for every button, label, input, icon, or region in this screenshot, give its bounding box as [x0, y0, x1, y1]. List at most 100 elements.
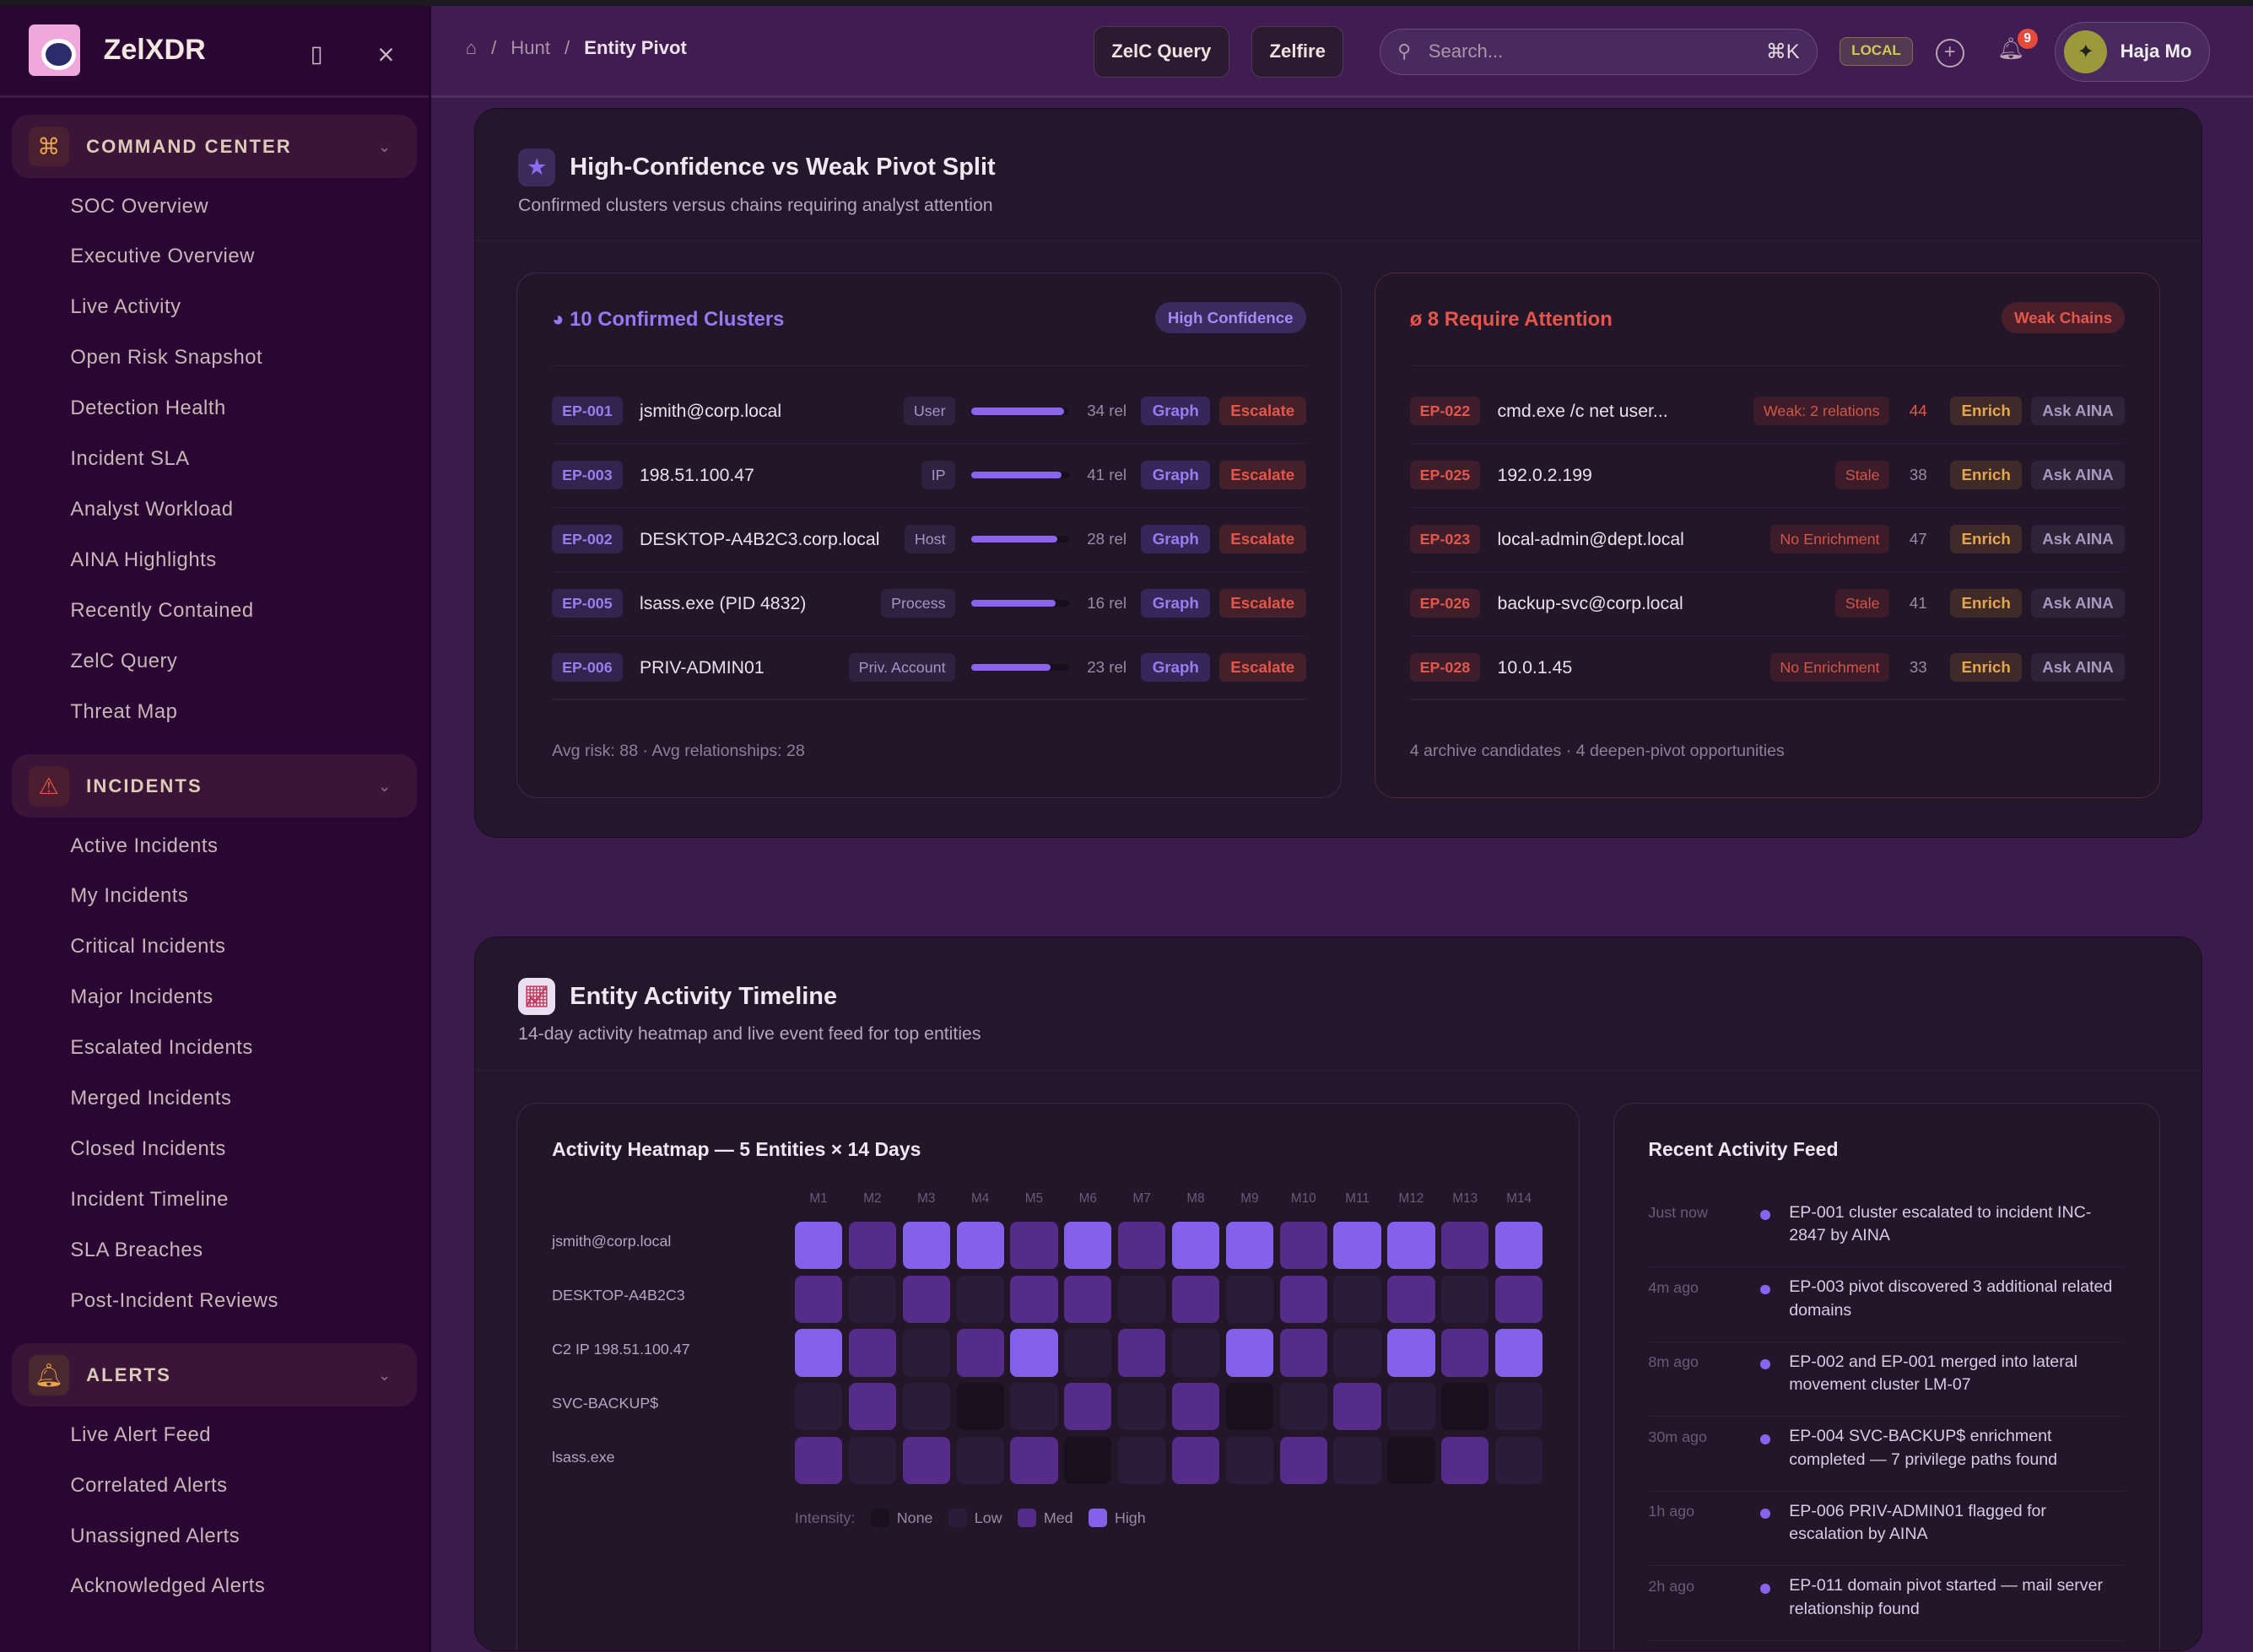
heatmap-cell[interactable] [848, 1329, 896, 1377]
ask-aina-button[interactable]: Ask AINA [2030, 397, 2126, 426]
heatmap-cell[interactable] [794, 1329, 843, 1377]
ask-aina-button[interactable]: Ask AINA [2030, 525, 2126, 554]
crumb-hunt[interactable]: Hunt [511, 37, 550, 59]
graph-button[interactable]: Graph [1141, 653, 1211, 683]
heatmap-cell[interactable] [1279, 1275, 1327, 1323]
heatmap-cell[interactable] [1495, 1221, 1543, 1269]
heatmap-cell[interactable] [1441, 1221, 1489, 1269]
heatmap-cell[interactable] [956, 1221, 1004, 1269]
heatmap-cell[interactable] [1118, 1383, 1166, 1431]
heatmap-cell[interactable] [1279, 1383, 1327, 1431]
heatmap-cell[interactable] [1064, 1221, 1112, 1269]
escalate-button[interactable]: Escalate [1218, 653, 1306, 683]
user-menu[interactable]: ✦ Haja Mo [2054, 21, 2210, 83]
feed-item[interactable]: 8m ago EP-002 and EP-001 merged into late… [1648, 1342, 2126, 1417]
heatmap-cell[interactable] [794, 1275, 843, 1323]
zelfire-button[interactable]: Zelfire [1251, 25, 1344, 78]
heatmap-cell[interactable] [1441, 1383, 1489, 1431]
zelc-query-button[interactable]: ZelC Query [1093, 25, 1229, 78]
sidebar-item[interactable]: Acknowledged Alerts [70, 1574, 266, 1598]
entity-id[interactable]: EP-028 [1409, 653, 1481, 683]
escalate-button[interactable]: Escalate [1218, 525, 1306, 554]
heatmap-cell[interactable] [1064, 1329, 1112, 1377]
home-icon[interactable]: ⌂ [465, 37, 478, 59]
sidebar-item[interactable]: AINA Highlights [70, 548, 217, 572]
heatmap-cell[interactable] [794, 1221, 843, 1269]
heatmap-cell[interactable] [956, 1437, 1004, 1485]
heatmap-cell[interactable] [1118, 1221, 1166, 1269]
sidebar-item[interactable]: SOC Overview [70, 194, 209, 218]
add-icon[interactable]: + [1935, 38, 1964, 67]
heatmap-cell[interactable] [1279, 1437, 1327, 1485]
heatmap-cell[interactable] [1495, 1275, 1543, 1323]
entity-id[interactable]: EP-023 [1409, 525, 1481, 554]
sidebar-item[interactable]: Post-Incident Reviews [70, 1288, 278, 1312]
sidebar-item[interactable]: Recently Contained [70, 599, 254, 622]
graph-button[interactable]: Graph [1141, 525, 1211, 554]
heatmap-cell[interactable] [1387, 1329, 1435, 1377]
entity-id[interactable]: EP-026 [1409, 589, 1481, 618]
sidebar-item[interactable]: Incident Timeline [70, 1188, 229, 1212]
enrich-button[interactable]: Enrich [1949, 653, 2023, 683]
heatmap-cell[interactable] [1171, 1221, 1220, 1269]
heatmap-cell[interactable] [1333, 1329, 1381, 1377]
entity-id[interactable]: EP-005 [552, 589, 623, 618]
sidebar-item[interactable]: Threat Map [70, 699, 178, 723]
sidebar-item[interactable]: Incident SLA [70, 447, 190, 471]
sidebar-item[interactable]: My Incidents [70, 884, 189, 908]
heatmap-cell[interactable] [1333, 1221, 1381, 1269]
heatmap-cell[interactable] [1333, 1383, 1381, 1431]
heatmap-cell[interactable] [902, 1275, 950, 1323]
feed-item[interactable]: 1h ago EP-006 PRIV-ADMIN01 flagged for es… [1648, 1492, 2126, 1567]
heatmap-cell[interactable] [902, 1437, 950, 1485]
sidebar-item[interactable]: Major Incidents [70, 985, 213, 1009]
heatmap-cell[interactable] [1171, 1329, 1220, 1377]
sidebar-item[interactable]: Closed Incidents [70, 1137, 226, 1161]
heatmap-cell[interactable] [1279, 1329, 1327, 1377]
heatmap-cell[interactable] [1171, 1383, 1220, 1431]
feed-item[interactable]: 30m ago EP-004 SVC-BACKUP$ enrichment com… [1648, 1417, 2126, 1492]
collapse-icon[interactable]: ⨯ [376, 40, 396, 67]
heatmap-cell[interactable] [956, 1329, 1004, 1377]
enrich-button[interactable]: Enrich [1949, 589, 2023, 618]
heatmap-cell[interactable] [848, 1437, 896, 1485]
escalate-button[interactable]: Escalate [1218, 589, 1306, 618]
heatmap-cell[interactable] [1333, 1437, 1381, 1485]
graph-button[interactable]: Graph [1141, 589, 1211, 618]
entity-id[interactable]: EP-002 [552, 525, 623, 554]
sidebar-group-command-center[interactable]: ⌘ COMMAND CENTER ⌄ [11, 115, 418, 179]
sidebar-item[interactable]: Live Activity [70, 295, 181, 319]
heatmap-cell[interactable] [1010, 1275, 1058, 1323]
sidebar-item[interactable]: Analyst Workload [70, 498, 234, 521]
heatmap-cell[interactable] [794, 1383, 843, 1431]
sidebar-group-alerts[interactable]: 🔔︎ ALERTS ⌄ [11, 1343, 418, 1407]
entity-id[interactable]: EP-001 [552, 397, 623, 426]
search-input[interactable]: ⚲ Search... ⌘K [1379, 29, 1818, 75]
heatmap-cell[interactable] [1010, 1221, 1058, 1269]
graph-button[interactable]: Graph [1141, 461, 1211, 490]
ask-aina-button[interactable]: Ask AINA [2030, 653, 2126, 683]
sidebar-item[interactable]: Executive Overview [70, 245, 255, 268]
sidebar-item[interactable]: Correlated Alerts [70, 1473, 228, 1497]
heatmap-cell[interactable] [1010, 1383, 1058, 1431]
sidebar-item[interactable]: ZelC Query [70, 649, 178, 672]
feed-item[interactable]: 4m ago EP-003 pivot discovered 3 addition… [1648, 1267, 2126, 1342]
heatmap-cell[interactable] [1118, 1275, 1166, 1323]
enrich-button[interactable]: Enrich [1949, 525, 2023, 554]
heatmap-cell[interactable] [1225, 1275, 1273, 1323]
heatmap-cell[interactable] [1387, 1221, 1435, 1269]
heatmap-cell[interactable] [1387, 1275, 1435, 1323]
sidebar-item[interactable]: Active Incidents [70, 834, 219, 857]
sidebar-item[interactable]: Live Alert Feed [70, 1423, 212, 1446]
heatmap-cell[interactable] [1064, 1275, 1112, 1323]
escalate-button[interactable]: Escalate [1218, 461, 1306, 490]
entity-id[interactable]: EP-025 [1409, 461, 1481, 490]
heatmap-cell[interactable] [1225, 1329, 1273, 1377]
heatmap-cell[interactable] [1118, 1437, 1166, 1485]
feed-item[interactable]: Just now EP-001 cluster escalated to inci… [1648, 1193, 2126, 1268]
sidebar-item[interactable]: Escalated Incidents [70, 1036, 253, 1060]
heatmap-cell[interactable] [1441, 1275, 1489, 1323]
sidebar-group-incidents[interactable]: ⚠ INCIDENTS ⌄ [11, 754, 418, 818]
entity-id[interactable]: EP-006 [552, 653, 623, 683]
graph-button[interactable]: Graph [1141, 397, 1211, 426]
